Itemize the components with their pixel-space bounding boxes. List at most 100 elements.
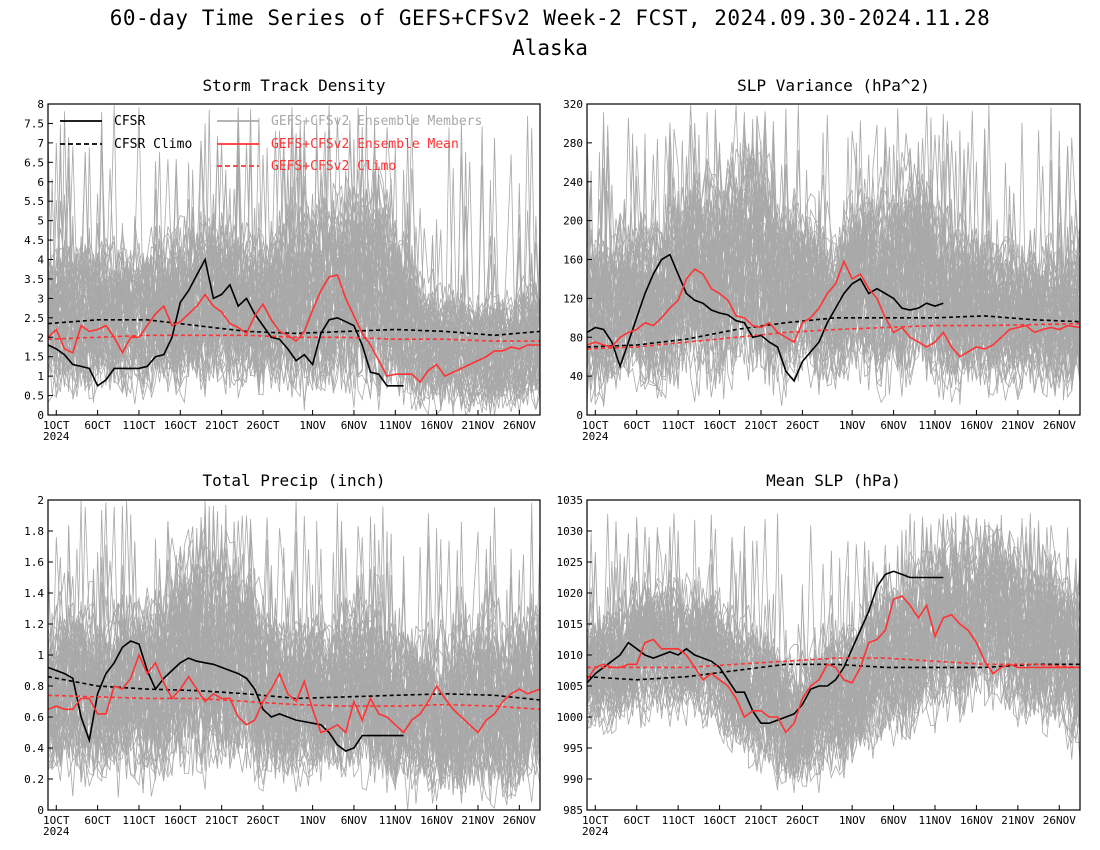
panel-title: Storm Track Density	[202, 76, 385, 95]
y-tick-label: 0.6	[24, 711, 44, 724]
series-cfsr	[587, 253, 944, 383]
y-tick-label: 120	[563, 292, 583, 305]
x-tick-year: 2024	[43, 430, 70, 443]
x-tick-label: 6OCT	[623, 814, 650, 827]
panel-title: Mean SLP (hPa)	[766, 471, 901, 490]
x-tick-label: 1NOV	[839, 814, 866, 827]
x-tick-year: 2024	[582, 825, 609, 838]
y-tick-label: 200	[563, 215, 583, 228]
x-tick-label: 1OCT	[43, 419, 70, 432]
series-ens-mean	[48, 652, 540, 734]
x-tick-label: 21OCT	[744, 419, 777, 432]
y-tick-label: 990	[563, 773, 583, 786]
series-ens-mean	[587, 595, 1080, 734]
y-tick-label: 1005	[557, 680, 584, 693]
ensemble-members	[587, 104, 1080, 407]
x-tick-label: 1OCT	[43, 814, 70, 827]
x-tick-label: 1NOV	[839, 419, 866, 432]
ensemble-member-line	[48, 544, 540, 778]
y-tick-label: 1020	[557, 587, 584, 600]
chart-panel-2: SLP Variance (hPa^2) 0 40 80 120 160 200 240 280…	[563, 76, 1081, 443]
x-tick-label: 6NOV	[880, 814, 907, 827]
y-tick-label: 1030	[557, 525, 584, 538]
ensemble-member-line	[48, 528, 540, 784]
ensemble-member-line	[587, 529, 1080, 756]
x-tick-label: 6NOV	[880, 419, 907, 432]
series-ens-mean	[587, 259, 1080, 358]
y-tick-label: 0	[576, 409, 583, 422]
x-tick-label: 11NOV	[918, 419, 951, 432]
series-cfsr	[48, 257, 404, 387]
ensemble-member-line	[587, 122, 1080, 382]
ensemble-member-line	[587, 513, 1080, 783]
y-tick-label: 1035	[557, 494, 584, 507]
x-tick-label: 11OCT	[662, 814, 695, 827]
x-tick-label: 26NOV	[1043, 419, 1076, 432]
y-tick-label: 995	[563, 742, 583, 755]
legend-label-members: GEFS+CFSv2 Ensemble Members	[271, 114, 482, 129]
legend-label-gefs-climo: GEFS+CFSv2 Climo	[271, 159, 396, 174]
x-tick-label: 26NOV	[503, 814, 536, 827]
y-tick-label: 240	[563, 176, 583, 189]
ensemble-members	[587, 512, 1080, 794]
x-tick-label: 26OCT	[786, 814, 819, 827]
ensemble-member-line	[48, 505, 540, 758]
x-tick-label: 26NOV	[503, 419, 536, 432]
x-tick-label: 1NOV	[299, 814, 326, 827]
x-tick-label: 1NOV	[299, 419, 326, 432]
x-tick-label: 21NOV	[1001, 419, 1034, 432]
x-tick-label: 16OCT	[164, 419, 197, 432]
y-tick-label: 6.5	[24, 156, 44, 169]
x-tick-label: 6OCT	[84, 814, 111, 827]
series-gefs-climo	[587, 657, 1080, 669]
x-tick-label: 16NOV	[420, 419, 453, 432]
y-tick-label: 5	[37, 215, 44, 228]
y-tick-label: 0	[37, 409, 44, 422]
y-tick-label: 0.8	[24, 680, 44, 693]
y-tick-label: 7	[37, 137, 44, 150]
y-tick-label: 6	[37, 176, 44, 189]
y-tick-label: 0.2	[24, 773, 44, 786]
x-tick-label: 11NOV	[918, 814, 951, 827]
y-tick-label: 5.5	[24, 195, 44, 208]
x-tick-label: 26OCT	[246, 419, 279, 432]
y-tick-label: 320	[563, 98, 583, 111]
x-tick-label: 16OCT	[703, 814, 736, 827]
legend-label-ens-mean: GEFS+CFSv2 Ensemble Mean	[271, 137, 459, 152]
x-tick-label: 1OCT	[582, 814, 609, 827]
y-tick-label: 4	[37, 254, 44, 267]
legend-label-cfsr: CFSR	[114, 114, 145, 129]
y-tick-label: 1	[37, 649, 44, 662]
chart-panel-1: Storm Track Density 0 0.5 1 1.5 2 2.5 3 3.5 4 4.5 5…	[24, 76, 541, 443]
x-tick-label: 6OCT	[623, 419, 650, 432]
x-tick-label: 21NOV	[1001, 814, 1034, 827]
y-tick-label: 4.5	[24, 234, 44, 247]
ensemble-member-line	[587, 136, 1080, 386]
x-tick-label: 11NOV	[379, 419, 412, 432]
ensemble-member-line	[48, 538, 540, 789]
y-tick-label: 0.4	[24, 742, 44, 755]
series-cfsr	[587, 570, 944, 725]
ensemble-member-line	[48, 568, 540, 810]
x-tick-label: 21NOV	[461, 419, 494, 432]
y-tick-label: 7.5	[24, 117, 44, 130]
legend-label-cfsr-climo: CFSR Climo	[114, 137, 192, 152]
ensemble-member-line	[48, 502, 540, 776]
y-tick-label: 1.6	[24, 556, 44, 569]
y-tick-label: 1015	[557, 618, 584, 631]
x-tick-label: 21OCT	[205, 814, 238, 827]
ensemble-member-line	[587, 516, 1080, 775]
x-tick-label: 11OCT	[662, 419, 695, 432]
ensemble-member-line	[48, 137, 540, 412]
figure-title: 60-day Time Series of GEFS+CFSv2 Week-2 …	[109, 6, 991, 30]
y-tick-label: 985	[563, 804, 583, 817]
y-tick-label: 1010	[557, 649, 584, 662]
x-tick-label: 16OCT	[164, 814, 197, 827]
x-tick-label: 6NOV	[341, 814, 368, 827]
ensemble-member-line	[587, 140, 1080, 370]
ensemble-member-line	[48, 112, 540, 401]
y-tick-label: 80	[570, 331, 583, 344]
x-tick-label: 6OCT	[84, 419, 111, 432]
series-cfsr	[48, 640, 404, 753]
ensemble-member-line	[587, 551, 1080, 787]
